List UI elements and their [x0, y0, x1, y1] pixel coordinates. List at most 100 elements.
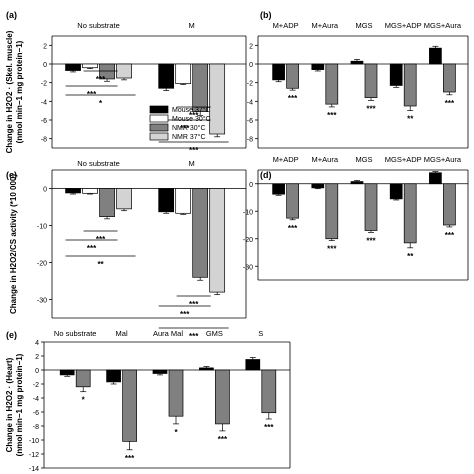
bar	[286, 63, 299, 89]
y-tick-label: -10	[37, 224, 47, 231]
bar	[209, 63, 226, 135]
bar	[429, 47, 442, 65]
y-tick-label: 0	[43, 187, 47, 194]
bar	[158, 63, 175, 89]
legend-swatch	[149, 123, 169, 132]
significance-stars: *	[82, 396, 86, 405]
bracket-stars: ***	[87, 90, 97, 99]
y-tick-label: 4	[35, 340, 39, 347]
y-tick-label: -2	[33, 382, 39, 389]
bar	[443, 183, 456, 226]
y-tick-label: 0	[43, 62, 47, 69]
y-axis-title: Change in H2O2 · (Heart)	[5, 357, 14, 452]
category-label: S	[258, 329, 263, 338]
bar	[443, 63, 456, 93]
y-tick-label: -4	[41, 99, 47, 106]
bracket-stars: ***	[189, 332, 199, 341]
bracket-stars: ***	[189, 111, 199, 120]
panel-label: (d)	[260, 170, 272, 180]
y-tick-label: -2	[247, 81, 253, 88]
legend-label: Mouse 37°C	[172, 106, 211, 114]
bar	[152, 369, 168, 374]
y-tick-label: 2	[43, 43, 47, 50]
y-tick-label: -10	[243, 209, 253, 216]
category-label: No substrate	[77, 159, 120, 168]
legend-label: Mouse 30°C	[172, 115, 211, 123]
bar	[175, 188, 192, 214]
bar	[65, 63, 81, 71]
y-axis-title: (nmol min−1 mg protein−1)	[15, 40, 24, 143]
bar	[168, 369, 184, 417]
bar	[99, 188, 115, 217]
category-label: GMS	[206, 329, 223, 338]
significance-stars: ***	[366, 236, 376, 245]
bar	[429, 172, 442, 185]
y-tick-label: -4	[33, 396, 39, 403]
y-tick-label: 0	[249, 62, 253, 69]
bar	[325, 183, 339, 240]
significance-stars: **	[407, 115, 414, 124]
bar	[261, 369, 277, 414]
y-tick-label: -8	[41, 137, 47, 144]
bracket-stars: ***	[180, 310, 190, 319]
bar	[311, 183, 325, 189]
y-tick-label: -6	[247, 118, 253, 125]
bar	[215, 369, 230, 425]
bar	[403, 63, 417, 107]
category-label: MGS	[355, 155, 372, 164]
bracket-stars: *	[99, 99, 103, 108]
y-tick-label: -8	[33, 424, 39, 431]
bracket-stars: ***	[96, 75, 106, 84]
significance-stars: ***	[288, 94, 298, 103]
bar	[389, 63, 403, 86]
panel-label: (b)	[260, 10, 272, 20]
category-label: MGS+Aura	[424, 155, 462, 164]
y-axis-title: Change in H2O2/CS activity (*10 000)	[9, 174, 18, 314]
bar	[82, 188, 98, 194]
y-axis-title: (nmol min−1 mg protein−1)	[15, 353, 24, 456]
y-tick-label: -2	[41, 81, 47, 88]
significance-stars: ***	[327, 111, 337, 120]
y-tick-label: -4	[247, 99, 253, 106]
bar	[106, 369, 121, 383]
bracket-stars: ***	[87, 244, 97, 253]
bar	[350, 181, 364, 185]
significance-stars: ***	[445, 231, 455, 240]
bar	[364, 63, 378, 98]
category-label: MGS+ADP	[385, 21, 422, 30]
y-tick-label: 0	[249, 182, 253, 189]
category-label: MGS+ADP	[385, 155, 422, 164]
legend-swatch	[149, 132, 169, 141]
significance-stars: ***	[445, 99, 455, 108]
significance-stars: ***	[125, 454, 135, 463]
bracket-stars: ***	[189, 300, 199, 309]
bar	[59, 369, 75, 376]
bracket-stars: ***	[96, 235, 106, 244]
bar	[389, 183, 403, 200]
bar	[192, 63, 209, 112]
category-label: M+ADP	[273, 21, 299, 30]
panel-label: (c)	[6, 170, 17, 180]
significance-stars: ***	[366, 104, 376, 113]
y-tick-label: -30	[37, 298, 47, 305]
legend-label: NMR 37°C	[172, 133, 206, 141]
bar	[209, 188, 226, 293]
category-label: M+ADP	[273, 155, 299, 164]
category-label: M	[189, 159, 195, 168]
category-label: MGS+Aura	[424, 21, 462, 30]
bar	[175, 63, 192, 84]
category-label: M+Aura	[312, 21, 339, 30]
bar	[272, 63, 285, 81]
bar	[272, 183, 285, 195]
bar	[199, 367, 214, 371]
y-tick-label: -30	[243, 264, 253, 271]
bar	[158, 188, 175, 213]
y-tick-label: -6	[41, 118, 47, 125]
bar	[122, 369, 137, 442]
bar	[75, 369, 91, 388]
y-tick-label: -6	[33, 410, 39, 417]
y-tick-label: -20	[243, 237, 253, 244]
bracket-stars: ***	[180, 124, 190, 133]
bar	[311, 63, 325, 70]
